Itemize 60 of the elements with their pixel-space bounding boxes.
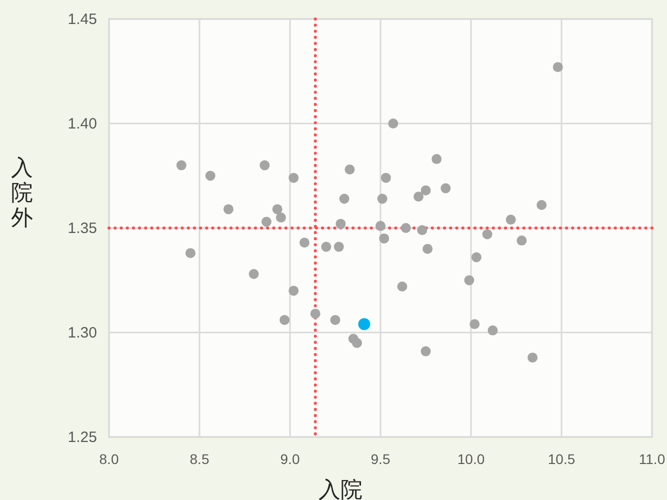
point — [358, 318, 370, 330]
x-tick-label: 9.0 — [280, 451, 300, 467]
point — [432, 154, 442, 164]
point — [380, 172, 391, 183]
point — [339, 194, 350, 204]
point — [552, 62, 563, 72]
point — [205, 170, 216, 181]
x-tick-label: 8.0 — [99, 451, 119, 467]
point — [310, 308, 320, 319]
point — [288, 286, 299, 296]
point — [299, 238, 310, 248]
y-tick-label: 1.45 — [68, 11, 97, 28]
y-tick-label: 1.35 — [68, 220, 97, 237]
point — [176, 160, 186, 170]
point — [377, 194, 388, 204]
point — [506, 214, 516, 225]
y-tick-label: 1.40 — [68, 116, 97, 132]
x-tick-label: 9.5 — [370, 451, 390, 467]
point — [470, 319, 480, 330]
point — [536, 200, 547, 210]
point — [223, 204, 234, 214]
x-tick-label: 10.5 — [548, 451, 576, 467]
point — [420, 346, 431, 356]
point — [334, 242, 344, 252]
point — [344, 164, 355, 174]
x-tick-label: 8.5 — [190, 451, 210, 467]
point — [464, 275, 474, 286]
point — [482, 229, 492, 240]
point — [260, 160, 270, 170]
point — [471, 252, 482, 262]
y-tick-label: 1.30 — [68, 324, 97, 342]
point — [330, 314, 340, 325]
x-axis-title: 入院 — [318, 477, 362, 500]
x-tick-label: 11.0 — [638, 451, 666, 467]
point — [388, 118, 398, 128]
point — [288, 172, 299, 183]
point — [261, 216, 272, 227]
point — [400, 223, 411, 233]
point — [528, 352, 538, 363]
point — [440, 183, 451, 194]
point — [352, 338, 362, 348]
point — [185, 248, 196, 258]
point — [248, 268, 259, 279]
point — [397, 282, 408, 292]
point — [516, 236, 527, 246]
point — [422, 244, 433, 254]
point — [276, 212, 286, 223]
point — [280, 314, 290, 325]
point — [336, 218, 346, 229]
point — [488, 325, 498, 336]
y-tick-label: 1.25 — [68, 429, 97, 446]
point — [420, 185, 431, 196]
x-tick-label: 10.0 — [457, 451, 485, 467]
point — [414, 192, 424, 202]
point — [321, 242, 332, 252]
point — [379, 233, 390, 244]
point — [272, 204, 282, 214]
point — [376, 220, 386, 231]
y-axis-title: 入院外 — [11, 155, 33, 230]
point — [417, 225, 428, 236]
